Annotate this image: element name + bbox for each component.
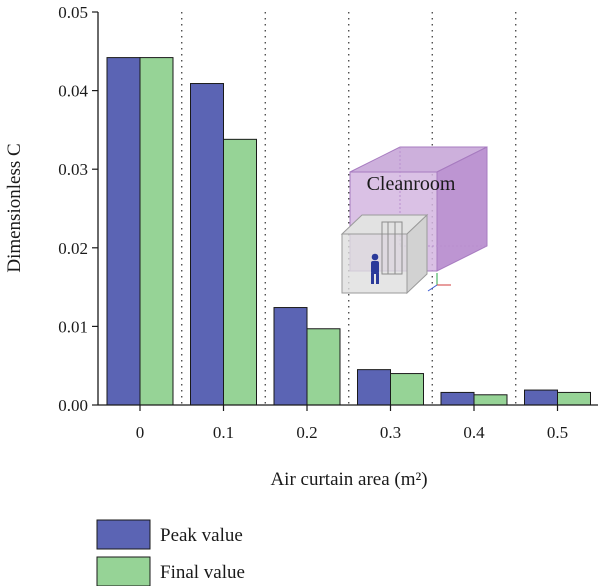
bar-peak-0.1 [190, 83, 224, 406]
inset-label: Cleanroom [367, 173, 456, 195]
legend-label-peak: Peak value [160, 525, 243, 546]
bar-final-0.2 [306, 328, 341, 406]
x-axis-title: Air curtain area (m²) [270, 469, 427, 490]
legend-swatch-peak [96, 519, 151, 550]
legend-label-final: Final value [160, 562, 245, 583]
legend: Peak value Final value [96, 519, 245, 586]
bars-layer [106, 57, 591, 406]
x-tick-label: 0 [136, 423, 145, 442]
inset-person-figure [371, 253, 379, 284]
x-tick-label: 0.2 [296, 423, 317, 442]
bar-peak-0.3 [357, 369, 391, 406]
inset-axis-triad [427, 273, 451, 292]
inset-air-curtain [381, 221, 403, 275]
y-tick-label: 0.03 [58, 160, 88, 179]
bar-final-0.3 [390, 373, 424, 406]
bar-peak-0.4 [440, 391, 475, 406]
x-tick-label: 0.5 [547, 423, 568, 442]
y-tick-label: 0.00 [58, 396, 88, 415]
y-tick-label: 0.01 [58, 317, 88, 336]
y-axis-title: Dimensionless C [4, 143, 25, 272]
y-tick-label: 0.02 [58, 239, 88, 258]
x-tick-label: 0.3 [380, 423, 401, 442]
bar-peak-0.2 [273, 307, 308, 406]
bar-final-0 [139, 57, 174, 406]
y-tick-label: 0.05 [58, 3, 88, 22]
ticks-layer: 0 0.1 0.2 0.3 0.4 0.5 0.00 0.01 0.02 0.03 0.04 0.05 [58, 3, 568, 442]
bar-final-0.1 [223, 138, 257, 406]
x-tick-label: 0.4 [463, 423, 485, 442]
bar-peak-0.5 [524, 389, 558, 406]
bar-final-0.4 [473, 394, 508, 406]
bar-final-0.5 [557, 391, 591, 406]
cleanroom-inset-illustration: Cleanroom [340, 146, 488, 295]
y-tick-label: 0.04 [58, 82, 88, 101]
x-tick-label: 0.1 [213, 423, 234, 442]
legend-swatch-final [96, 556, 151, 586]
bar-peak-0 [106, 57, 141, 406]
